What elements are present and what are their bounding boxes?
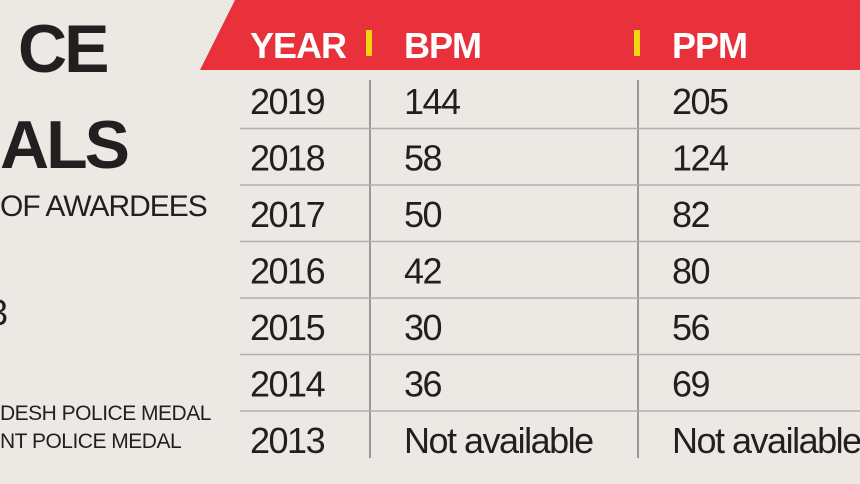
table-cell: 58 <box>404 138 442 179</box>
table-cell: 2016 <box>250 251 325 292</box>
table-cell: 30 <box>404 307 442 348</box>
table-cell: 80 <box>672 251 710 292</box>
side-subtitle: OF AWARDEES <box>0 190 207 223</box>
table-cell: 2014 <box>250 364 325 405</box>
table-cell: 2018 <box>250 138 325 179</box>
side-legend: NT POLICE MEDAL <box>0 430 181 453</box>
header-separator <box>634 30 640 56</box>
table-cell: 82 <box>672 194 710 235</box>
table-cell: Not available <box>404 420 593 461</box>
table-cell: 50 <box>404 194 442 235</box>
table-cell: 56 <box>672 307 710 348</box>
side-legend: DESH POLICE MEDAL <box>0 402 211 425</box>
table-cell: 124 <box>672 138 728 179</box>
table-cell: 2019 <box>250 81 325 122</box>
header-band <box>200 0 860 70</box>
table-cell: 42 <box>404 251 442 292</box>
side-title: ALS <box>0 107 128 183</box>
column-header: YEAR <box>250 25 347 66</box>
table-cell: 69 <box>672 364 710 405</box>
table-cell: 144 <box>404 81 460 122</box>
table-cell: 2015 <box>250 307 325 348</box>
header-separator <box>366 30 372 56</box>
table-cell: Not available <box>672 420 860 461</box>
column-header: BPM <box>404 25 481 66</box>
table-cell: 36 <box>404 364 442 405</box>
side-fragment: 3 <box>0 292 8 333</box>
column-header: PPM <box>672 25 747 66</box>
table-cell: 2017 <box>250 194 325 235</box>
table-cell: 2013 <box>250 420 325 461</box>
table-cell: 205 <box>672 81 728 122</box>
side-title: CE <box>18 11 107 87</box>
